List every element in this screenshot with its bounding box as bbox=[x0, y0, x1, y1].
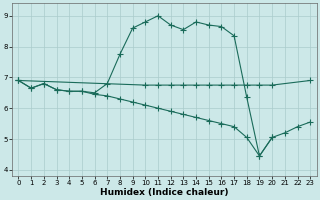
X-axis label: Humidex (Indice chaleur): Humidex (Indice chaleur) bbox=[100, 188, 228, 197]
